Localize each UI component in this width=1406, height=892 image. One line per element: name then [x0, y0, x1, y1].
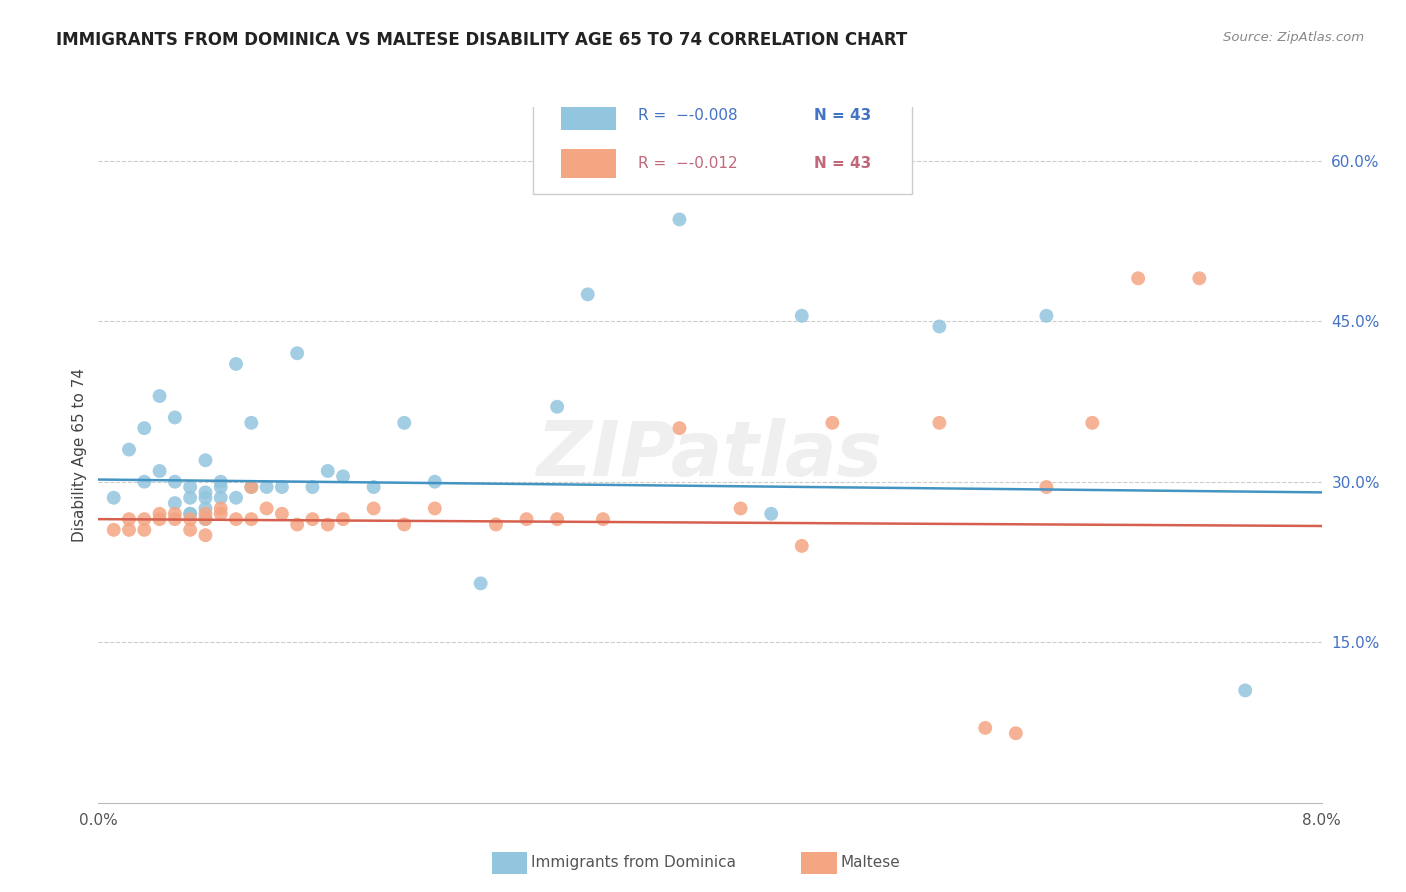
Point: [576, 287, 599, 301]
Point: [546, 400, 568, 414]
Text: ZIPatlas: ZIPatlas: [537, 418, 883, 491]
Point: [516, 512, 538, 526]
Point: [149, 507, 172, 521]
Text: R =  −-0.012: R = −-0.012: [638, 156, 738, 171]
Point: [668, 421, 690, 435]
Point: [759, 507, 782, 521]
Point: [363, 480, 385, 494]
Point: [1035, 480, 1057, 494]
Point: [163, 475, 186, 489]
Point: [225, 491, 247, 505]
Point: [592, 512, 614, 526]
Point: [194, 512, 217, 526]
Point: [103, 523, 125, 537]
Point: [730, 501, 752, 516]
Point: [134, 421, 156, 435]
Point: [209, 501, 232, 516]
Point: [209, 475, 232, 489]
Point: [240, 416, 263, 430]
Point: [179, 491, 201, 505]
Point: [149, 389, 172, 403]
Point: [363, 501, 385, 516]
Point: [240, 512, 263, 526]
Point: [194, 491, 217, 505]
Point: [423, 475, 446, 489]
Point: [316, 464, 339, 478]
FancyBboxPatch shape: [533, 93, 912, 194]
Point: [974, 721, 997, 735]
Point: [134, 523, 156, 537]
Point: [225, 357, 247, 371]
Point: [194, 485, 217, 500]
Point: [240, 480, 263, 494]
Point: [179, 512, 201, 526]
Point: [149, 464, 172, 478]
Point: [179, 507, 201, 521]
FancyBboxPatch shape: [561, 149, 616, 178]
Point: [134, 512, 156, 526]
Point: [301, 512, 323, 526]
Point: [163, 496, 186, 510]
Point: [118, 523, 141, 537]
Text: Maltese: Maltese: [841, 855, 900, 870]
Point: [1035, 309, 1057, 323]
Point: [194, 453, 217, 467]
Point: [285, 346, 308, 360]
Point: [790, 309, 813, 323]
Point: [1004, 726, 1026, 740]
Text: Source: ZipAtlas.com: Source: ZipAtlas.com: [1223, 31, 1364, 45]
Point: [194, 501, 217, 516]
Point: [256, 480, 278, 494]
Point: [149, 512, 172, 526]
Point: [270, 480, 294, 494]
Point: [134, 475, 156, 489]
Point: [668, 212, 690, 227]
Point: [209, 507, 232, 521]
Point: [316, 517, 339, 532]
Point: [392, 517, 416, 532]
Point: [546, 512, 568, 526]
Point: [179, 480, 201, 494]
Point: [163, 512, 186, 526]
Point: [1234, 683, 1257, 698]
Point: [163, 507, 186, 521]
Point: [194, 512, 217, 526]
Point: [179, 507, 201, 521]
Point: [790, 539, 813, 553]
Y-axis label: Disability Age 65 to 74: Disability Age 65 to 74: [72, 368, 87, 542]
Text: R =  −-0.008: R = −-0.008: [638, 108, 738, 123]
Point: [928, 319, 950, 334]
Point: [256, 501, 278, 516]
Point: [163, 410, 186, 425]
Point: [118, 442, 141, 457]
Point: [225, 512, 247, 526]
Point: [332, 469, 354, 483]
Point: [118, 512, 141, 526]
Point: [1188, 271, 1211, 285]
Point: [209, 491, 232, 505]
Point: [928, 416, 950, 430]
Point: [270, 507, 294, 521]
Point: [194, 507, 217, 521]
Text: N = 43: N = 43: [814, 108, 872, 123]
Point: [1081, 416, 1104, 430]
Point: [285, 517, 308, 532]
Point: [301, 480, 323, 494]
Point: [179, 523, 201, 537]
Text: N = 43: N = 43: [814, 156, 872, 171]
Point: [470, 576, 492, 591]
Point: [485, 517, 508, 532]
Point: [194, 528, 217, 542]
Point: [392, 416, 416, 430]
Point: [821, 416, 844, 430]
Point: [1128, 271, 1150, 285]
Point: [209, 480, 232, 494]
Text: IMMIGRANTS FROM DOMINICA VS MALTESE DISABILITY AGE 65 TO 74 CORRELATION CHART: IMMIGRANTS FROM DOMINICA VS MALTESE DISA…: [56, 31, 907, 49]
Point: [423, 501, 446, 516]
Text: Immigrants from Dominica: Immigrants from Dominica: [531, 855, 737, 870]
Point: [332, 512, 354, 526]
Point: [103, 491, 125, 505]
Point: [240, 480, 263, 494]
FancyBboxPatch shape: [561, 101, 616, 130]
